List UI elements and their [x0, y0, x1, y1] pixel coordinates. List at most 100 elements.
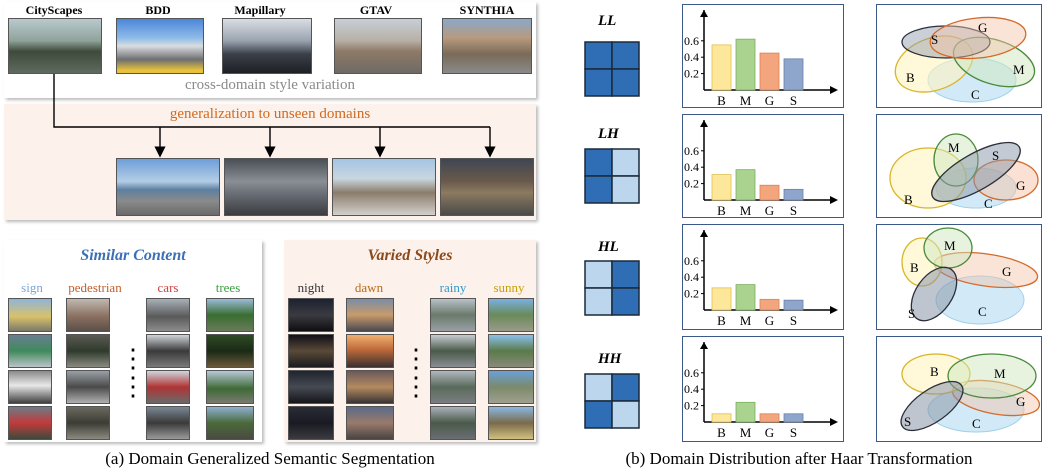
trees-image-4: [206, 406, 254, 440]
trees-image-2: [206, 334, 254, 368]
sunny-image-1: [488, 298, 534, 332]
y-axis-arrow: [700, 342, 708, 349]
bar-s: [783, 413, 804, 423]
quad-grid-lh: [584, 148, 640, 204]
y-axis-arrow: [700, 230, 708, 237]
row-label-hh: HH: [598, 351, 622, 367]
style-ellipsis: ⋮: [403, 344, 429, 373]
quad-cell: [584, 68, 613, 97]
quad-cell: [584, 260, 613, 289]
ellipse-label-b: B: [910, 260, 919, 275]
night-image-4: [288, 406, 334, 440]
cars-image-2: [146, 334, 190, 368]
ellipse-s: [910, 266, 958, 322]
bar-m: [735, 169, 756, 201]
ellipse-label-c: C: [971, 87, 980, 102]
trees-image-3: [206, 370, 254, 404]
quad-cell: [611, 148, 640, 177]
content-label-trees: trees: [215, 280, 241, 295]
sunny-image-3: [488, 370, 534, 404]
bar-g: [759, 52, 780, 91]
bar-b: [711, 174, 732, 201]
bar-chart-ll: 0.2 0.4 0.6 B M G S: [684, 10, 838, 108]
y-axis-arrow: [700, 10, 708, 17]
y-tick-label: 0.4: [684, 270, 699, 284]
quad-cell: [584, 148, 613, 177]
bar-m: [735, 38, 756, 91]
rainy-image-2: [430, 334, 476, 368]
x-tick-label: S: [790, 93, 797, 108]
y-tick-label: 0.6: [684, 34, 699, 48]
quad-cell: [611, 260, 640, 289]
pedestrian-image-2: [66, 334, 110, 368]
cars-image-3: [146, 370, 190, 404]
ellipse-label-b: B: [906, 70, 915, 85]
ellipse-label-g: G: [1016, 178, 1025, 193]
ellipse-label-c: C: [984, 196, 993, 211]
content-label-sign: sign: [21, 280, 43, 295]
quad-cell: [611, 287, 640, 316]
content-ellipsis-2: ⋮: [120, 372, 146, 401]
content-label-cars: cars: [157, 280, 179, 295]
pedestrian-image-1: [66, 298, 110, 332]
x-axis-arrow: [830, 196, 838, 204]
ellipse-label-m: M: [994, 366, 1006, 381]
quad-cell: [611, 400, 640, 429]
cars-image-1: [146, 298, 190, 332]
quad-cell: [611, 175, 640, 204]
sunny-image-4: [488, 406, 534, 440]
domain-label-synthia: SYNTHIA: [459, 3, 515, 17]
bar-b: [711, 287, 732, 311]
bar-chart-hl: 0.2 0.4 0.6 B M G S: [684, 230, 838, 328]
ellipse-label-s: S: [992, 148, 999, 163]
quad-cell: [584, 287, 613, 316]
gtav-image: [334, 18, 422, 74]
x-axis-arrow: [830, 418, 838, 426]
night-image-1: [288, 298, 334, 332]
y-tick-label: 0.6: [684, 366, 699, 380]
quad-cell: [611, 373, 640, 402]
trees-image-1: [206, 298, 254, 332]
quad-grid-ll: [584, 41, 640, 97]
sign-image-4: [8, 406, 52, 440]
x-axis-arrow: [830, 306, 838, 314]
sign-image-1: [8, 298, 52, 332]
x-tick-label: S: [790, 203, 797, 218]
bar-g: [759, 184, 780, 201]
venn-group-hh: B M G S C: [900, 353, 1041, 433]
unseen-image-4: [440, 158, 534, 216]
style-ellipsis-2: ⋮: [403, 372, 429, 401]
y-tick-label: 0.6: [684, 254, 699, 268]
style-label-sunny: sunny: [493, 280, 525, 295]
x-tick-label: B: [717, 93, 726, 108]
synthia-image: [442, 18, 532, 74]
bar-chart-lh: 0.2 0.4 0.6 B M G S: [684, 120, 838, 218]
sunny-image-2: [488, 334, 534, 368]
ellipse-s: [900, 380, 964, 432]
venn-group-hl: M B G S C: [901, 227, 1039, 325]
bar-s: [783, 188, 804, 201]
cityscapes-image: [8, 18, 102, 74]
bar-m: [735, 284, 756, 311]
unseen-image-3: [332, 158, 436, 216]
dawn-image-2: [346, 334, 394, 368]
night-image-2: [288, 334, 334, 368]
caption-a: (a) Domain Generalized Semantic Segmenta…: [105, 449, 435, 468]
ellipse-label-m: M: [948, 140, 960, 155]
y-tick-label: 0.2: [684, 287, 699, 301]
quad-cell: [584, 41, 613, 70]
bar-g: [759, 413, 780, 423]
x-tick-label: M: [740, 313, 752, 328]
x-tick-label: S: [790, 425, 797, 440]
bar-s: [783, 299, 804, 311]
ellipse-label-m: M: [944, 238, 956, 253]
bdd-image: [116, 18, 204, 74]
varied-styles-title: Varied Styles: [367, 247, 453, 264]
bar-chart-hh: 0.2 0.4 0.6 B M G S: [684, 342, 838, 440]
row-label-lh: LH: [598, 126, 619, 142]
pedestrian-image-4: [66, 406, 110, 440]
content-ellipsis: ⋮: [120, 344, 146, 373]
ellipse-label-b: B: [904, 192, 913, 207]
venn-group-ll: S G M B C: [894, 16, 1036, 103]
domain-label-cityscapes: CityScapes: [25, 3, 83, 17]
